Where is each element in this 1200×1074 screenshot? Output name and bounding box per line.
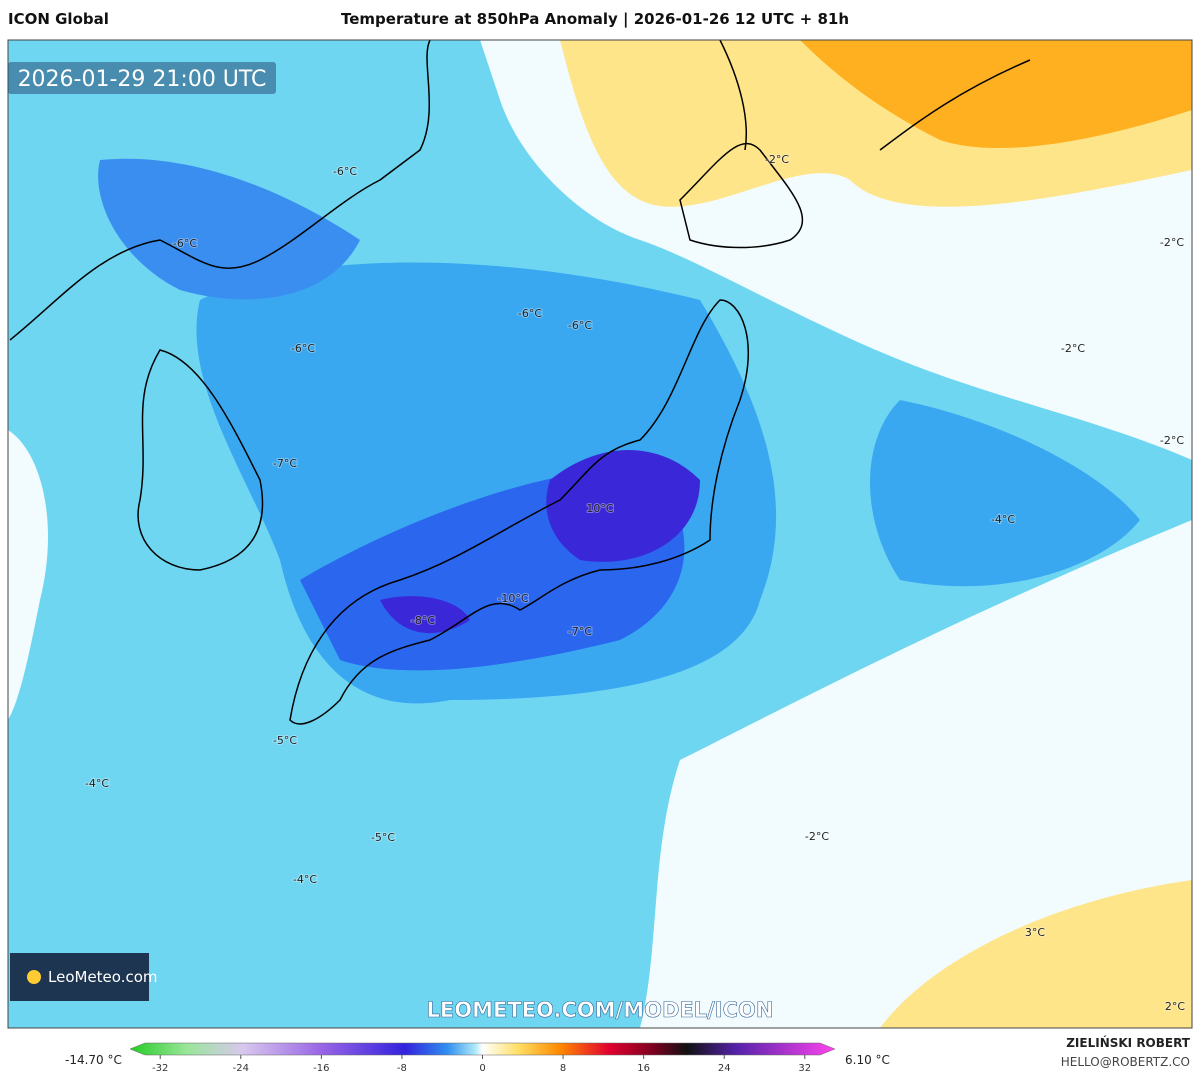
map-title: Temperature at 850hPa Anomaly | 2026-01-…: [341, 10, 849, 29]
map: [8, 40, 1192, 1028]
colorbar-tick-label: 0: [479, 1063, 485, 1074]
contour-label: 2°C: [1165, 1000, 1185, 1013]
colorbar-tick-label: -8: [397, 1063, 407, 1074]
contour-label: -2°C: [805, 830, 829, 843]
contour-label: -6°C: [333, 165, 357, 178]
contour-label: 3°C: [1025, 926, 1045, 939]
colorbar-tick-label: -32: [152, 1063, 168, 1074]
author: ZIELIŃSKI ROBERT: [1066, 1035, 1191, 1050]
contour-label: -2°C: [1160, 236, 1184, 249]
contour-label: -2°C: [1061, 342, 1085, 355]
contour-label: -6°C: [568, 319, 592, 332]
valid-time: 2026-01-29 21:00 UTC: [18, 67, 267, 92]
colorbar-tick-label: 16: [637, 1063, 650, 1074]
contour-label: -6°C: [518, 307, 542, 320]
contour-label: -5°C: [273, 734, 297, 747]
colorbar-tick-label: -16: [313, 1063, 329, 1074]
contour-label: -5°C: [371, 831, 395, 844]
colorbar-max-label: 6.10 °C: [845, 1053, 890, 1067]
contour-label: -6°C: [173, 237, 197, 250]
email: HELLO@ROBERTZ.CO: [1061, 1055, 1190, 1069]
watermark: LEOMETEO.COM/MODEL/ICON: [427, 998, 774, 1022]
contour-label: -7°C: [273, 457, 297, 470]
map-frame: [7, 39, 1193, 1029]
time-box: [8, 62, 276, 94]
contour-label: -6°C: [291, 342, 315, 355]
colorbar-tick-label: -24: [233, 1063, 249, 1074]
contour-label: -7°C: [568, 625, 592, 638]
contour-label: -4°C: [293, 873, 317, 886]
contour-labels: -6°C -6°C -6°C -6°C -6°C -2°C -2°C -2°C …: [84, 152, 1186, 1014]
contour-label: -2°C: [765, 153, 789, 166]
colorbar-min-label: -14.70 °C: [65, 1053, 122, 1067]
logo-text: LeoMeteo.com: [48, 968, 158, 986]
model-name: ICON Global: [8, 10, 109, 28]
colorbar-scale: [129, 1042, 836, 1056]
colorbar-tick-label: 8: [560, 1063, 566, 1074]
contour-label: -4°C: [85, 777, 109, 790]
contour-label: -10°C: [497, 592, 528, 605]
contour-label: -8°C: [411, 614, 435, 627]
contour-label: -4°C: [991, 513, 1015, 526]
colorbar: -32 -24 -16 -8 0 8 16 24 32: [129, 1042, 836, 1074]
colorbar-tick-label: 32: [798, 1063, 811, 1074]
colorbar-tick-label: 24: [718, 1063, 731, 1074]
logo-sun: [27, 970, 41, 984]
contour-label: 10°C: [586, 502, 613, 515]
contour-label: -2°C: [1160, 434, 1184, 447]
